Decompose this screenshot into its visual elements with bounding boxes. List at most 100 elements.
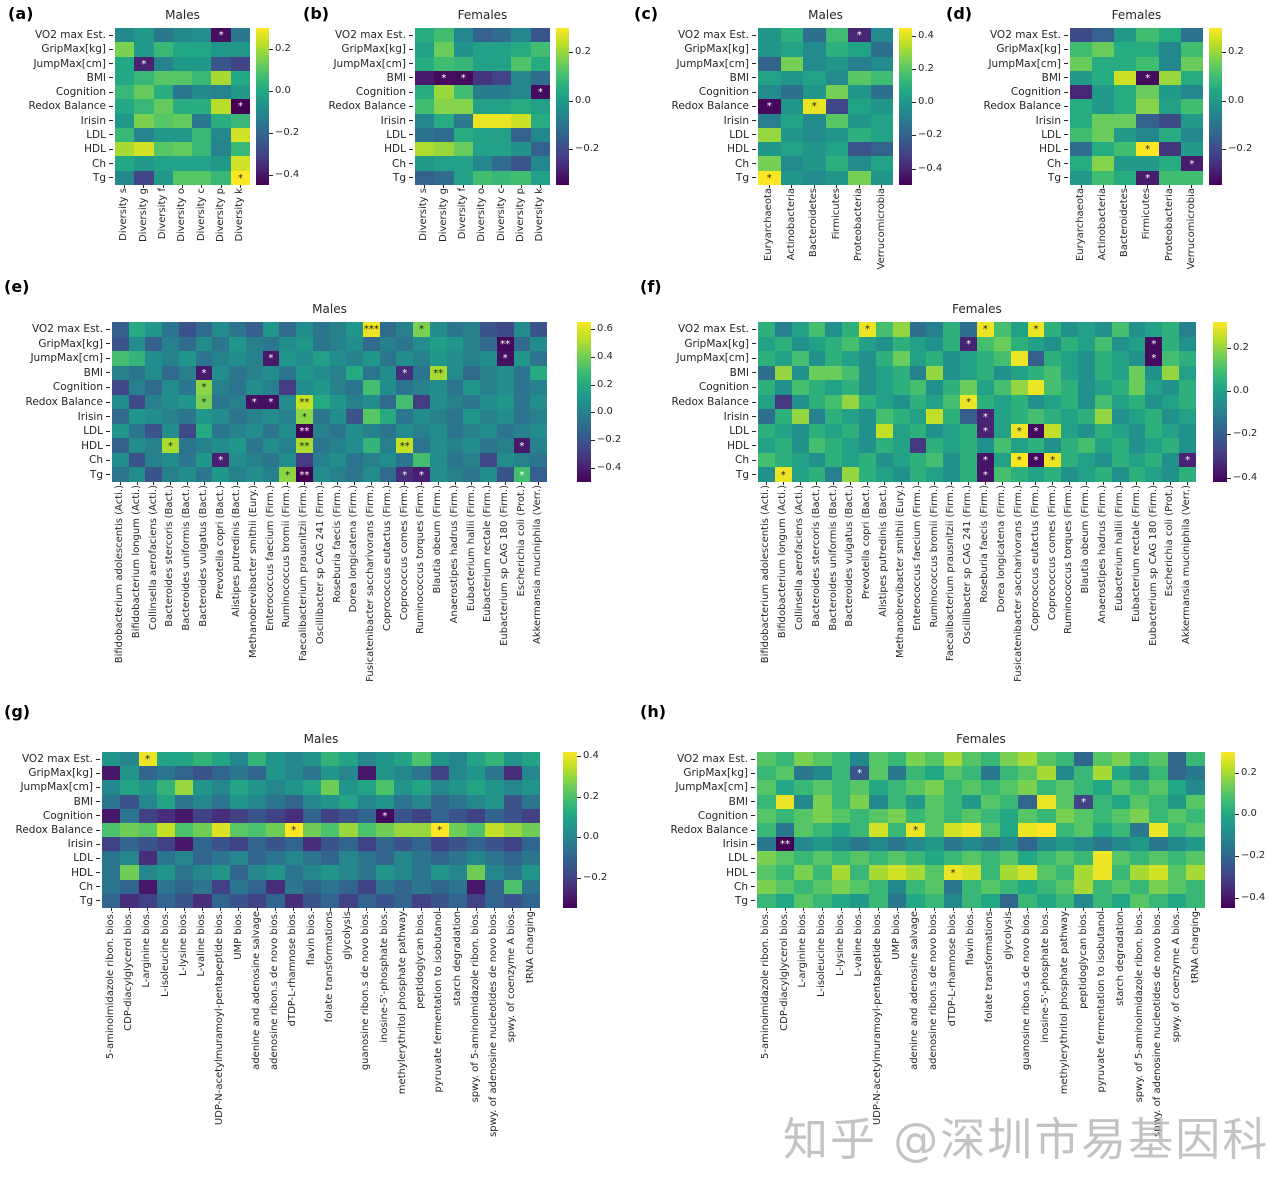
x-tick-label-text: Bacteroides vulgatus (Bact.) xyxy=(844,485,856,627)
y-tick-mark xyxy=(109,105,113,107)
y-tick-label: Redox Balance xyxy=(646,99,756,113)
heatmap-cell xyxy=(296,351,313,366)
heatmap-cell xyxy=(463,467,481,482)
y-tick-label-text: LDL xyxy=(73,852,93,865)
heatmap-cell xyxy=(521,808,540,823)
heatmap-cell xyxy=(178,409,196,424)
heatmap-cell xyxy=(1111,879,1131,894)
heatmap-cell xyxy=(430,808,449,823)
heatmap-cell xyxy=(1167,766,1187,781)
heatmap-cell xyxy=(463,423,481,439)
heatmap-cell xyxy=(825,365,843,381)
y-tick-label-text: Redox Balance xyxy=(671,100,749,113)
x-tick-label: Diversity f xyxy=(454,185,473,239)
heatmap-cell xyxy=(413,394,430,410)
x-tick-label-text: Firmicutes xyxy=(1141,188,1153,240)
x-tick-label: peptidoglycan bios. xyxy=(412,908,430,1009)
heatmap-cell xyxy=(266,780,285,795)
x-tick-label: Coprococcus comes (Firm.) xyxy=(396,482,413,620)
heatmap-cell xyxy=(394,794,413,809)
y-tick-label: Ch xyxy=(958,156,1068,170)
y-tick-mark xyxy=(106,474,110,476)
heatmap-cell xyxy=(195,423,213,439)
heatmap-cell xyxy=(192,156,212,171)
y-tick-label: VO2 max Est. xyxy=(958,28,1068,42)
heatmap-cell xyxy=(1027,394,1045,410)
heatmap-cell xyxy=(825,42,848,57)
heatmap-cell xyxy=(1167,794,1187,809)
heatmap-cell xyxy=(530,322,547,337)
y-tick-label-text: VO2 max Est. xyxy=(21,753,93,766)
y-tick-label: Cognition xyxy=(645,809,755,823)
heatmap-cell xyxy=(803,70,826,86)
significance-marker: * xyxy=(268,396,274,408)
heatmap-cell xyxy=(960,365,977,381)
heatmap-cell xyxy=(1111,837,1131,852)
x-tick-label: Enterococcus faecium (Firm.) xyxy=(910,482,927,631)
y-tick-mark xyxy=(752,401,756,403)
heatmap-cell xyxy=(1148,893,1168,908)
heatmap-cell xyxy=(757,780,776,795)
x-tick-label: Methanobrevibacter smithii (Eury.) xyxy=(893,482,910,658)
heatmap-cell xyxy=(1130,808,1149,823)
y-tick-mark xyxy=(751,829,755,831)
heatmap-cell xyxy=(134,127,154,143)
heatmap-cell xyxy=(211,42,231,57)
heatmap-cell xyxy=(472,127,493,143)
heatmap-cell xyxy=(248,851,267,866)
heatmap-cell xyxy=(434,127,454,143)
heatmap-cell xyxy=(875,380,893,395)
heatmap-cell xyxy=(172,28,193,43)
heatmap-cell xyxy=(379,409,397,424)
x-tick-label: Escherichia coli (Prot.) xyxy=(514,482,531,596)
heatmap-cell xyxy=(1074,893,1093,908)
x-tick-label: Diversity f xyxy=(154,185,173,239)
heatmap-cell xyxy=(1180,142,1203,157)
y-tick-mark xyxy=(96,758,100,760)
heatmap-cell xyxy=(1092,752,1112,767)
y-tick-label: VO2 max Est. xyxy=(303,28,413,42)
heatmap-cell xyxy=(812,893,832,908)
heatmap-cell xyxy=(926,336,944,352)
y-tick-label-text: Cognition xyxy=(355,86,406,99)
x-tick-label: Bacteroidetes xyxy=(1114,185,1136,257)
heatmap-cell xyxy=(511,56,531,71)
heatmap-cell xyxy=(379,322,397,337)
x-tick-label: UMP bios. xyxy=(888,908,907,960)
heatmap-cell xyxy=(357,808,376,823)
heatmap-cell xyxy=(245,322,263,337)
heatmap-cell xyxy=(1158,127,1181,143)
heatmap-cell xyxy=(1179,438,1196,453)
significance-marker: * xyxy=(201,396,207,408)
heatmap-cell xyxy=(492,28,512,43)
heatmap-cell xyxy=(513,409,531,424)
heatmap-cell xyxy=(976,351,994,366)
heatmap-cell xyxy=(870,56,893,71)
heatmap-cell xyxy=(302,752,321,767)
heatmap-cell xyxy=(962,752,981,767)
x-tick-label: Prevotella copri (Bact.) xyxy=(859,482,876,599)
heatmap-cell xyxy=(808,438,826,453)
heatmap-cell xyxy=(825,322,843,337)
heatmap-cell xyxy=(999,808,1019,823)
heatmap-cell xyxy=(448,893,467,908)
heatmap-cell xyxy=(496,380,514,395)
y-tick-mark xyxy=(751,772,755,774)
heatmap-cell xyxy=(195,336,213,352)
x-tick-label-text: glycolysis xyxy=(342,911,354,960)
heatmap-cell xyxy=(774,423,792,439)
heatmap-cell xyxy=(492,127,512,143)
heatmap-cell xyxy=(375,837,394,852)
y-tick-mark xyxy=(752,177,756,179)
heatmap-cell xyxy=(230,142,250,157)
heatmap-cell xyxy=(1136,85,1159,100)
heatmap-cell xyxy=(412,879,431,894)
heatmap-cell xyxy=(394,837,413,852)
heatmap-cell xyxy=(485,752,504,767)
significance-marker: * xyxy=(982,469,988,481)
x-tick-label: Blautia obeum (Firm.) xyxy=(430,482,447,593)
heatmap-cell xyxy=(1136,28,1159,43)
y-tick-mark xyxy=(409,134,413,136)
heatmap-cell: * xyxy=(296,409,313,424)
x-tick-label: Ruminococcus torques (Firm.) xyxy=(413,482,430,634)
